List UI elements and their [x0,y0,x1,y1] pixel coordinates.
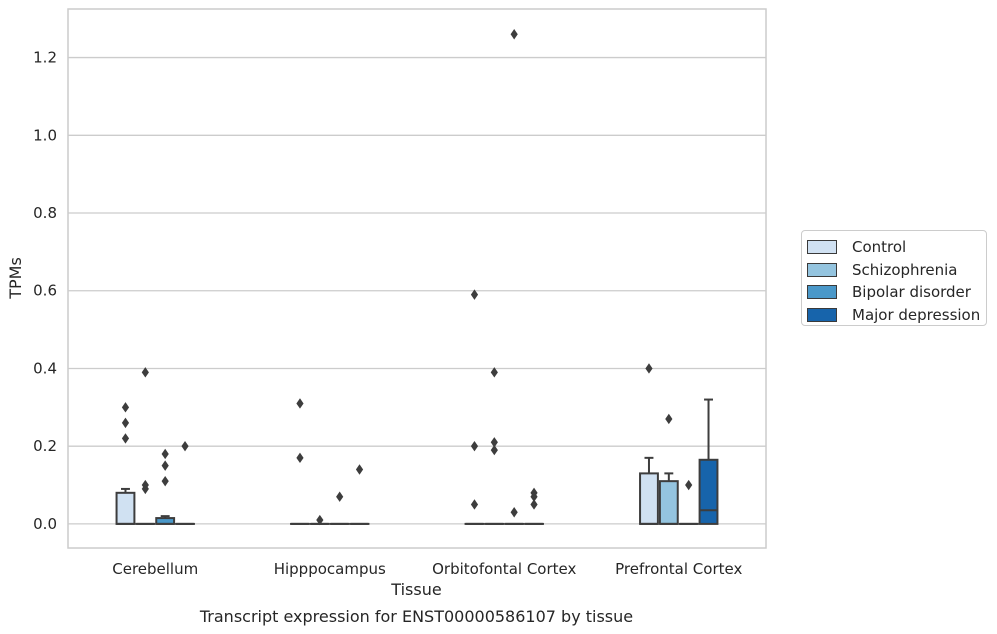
outlier-point-bipolar-disorder [161,475,169,487]
outlier-point-control [121,402,130,413]
outlier-point-bipolar-disorder [336,491,344,502]
outlier-point-bipolar-disorder [685,479,693,491]
x-tick-label: Prefrontal Cortex [615,560,742,578]
outlier-point-schizophrenia [141,483,149,495]
outlier-point-control [470,499,479,510]
y-tick-label: 0.4 [33,359,57,377]
box-body-major-depression [698,458,719,525]
outlier-point-control [470,440,479,452]
y-tick-label: 0.6 [33,282,57,300]
box-control [115,487,136,525]
box-body-schizophrenia [658,480,679,525]
outlier-point-control [121,417,130,429]
outlier-point-schizophrenia [316,514,324,526]
legend-label-control: Control [852,238,907,257]
y-tick-label: 0.8 [33,204,57,222]
outlier-point-bipolar-disorder [510,29,518,40]
outlier-point-major-depression [530,499,538,510]
box-body-control [115,491,136,525]
outlier-point-control [645,363,653,374]
outlier-point-schizophrenia [665,413,673,425]
x-tick-label: Orbitofontal Cortex [432,560,576,578]
outlier-point-major-depression [181,440,189,452]
x-axis-label: Tissue [390,580,441,599]
outlier-point-major-depression [355,464,364,475]
outlier-point-schizophrenia [490,367,498,378]
box-control [639,456,659,525]
chart-title: Transcript expression for ENST0000058610… [199,607,633,626]
box-body-control [639,472,659,525]
outlier-point-schizophrenia [490,444,498,456]
legend-label-schizophrenia: Schizophrenia [852,260,958,279]
outlier-point-schizophrenia [490,437,498,448]
y-tick-label: 0.2 [33,437,57,455]
legend-swatch-control [807,240,837,255]
box-schizophrenia [658,472,679,525]
outlier-point-control [121,433,130,444]
outlier-point-control [296,398,304,409]
legend-item-bipolar-disorder: Bipolar disorder [807,281,986,304]
legend-item-schizophrenia: Schizophrenia [807,259,986,282]
plot-area [67,8,767,549]
legend-item-major-depression: Major depression [807,304,986,327]
legend-label-major-depression: Major depression [852,305,981,324]
legend-item-control: Control [807,236,986,259]
y-tick-label: 1.0 [33,126,57,144]
outlier-point-major-depression [530,491,538,502]
legend: Control Schizophrenia Bipolar disorder M… [801,230,987,326]
y-tick-label: 0.0 [33,515,57,533]
outlier-point-schizophrenia [141,367,149,378]
box-bipolar-disorder [155,515,176,525]
x-tick-label: Hipppocampus [274,560,386,578]
box-major-depression [698,398,719,525]
outlier-point-control [470,289,479,300]
legend-label-bipolar-disorder: Bipolar disorder [852,283,971,302]
legend-swatch-major-depression [807,307,837,322]
y-axis-label: TPMs [6,257,25,300]
legend-swatch-bipolar-disorder [807,285,837,300]
outlier-point-bipolar-disorder [510,507,518,518]
legend-swatch-schizophrenia [807,262,837,277]
outlier-point-bipolar-disorder [161,448,169,460]
outlier-point-control [296,452,304,464]
outlier-point-bipolar-disorder [161,460,169,471]
y-tick-label: 1.2 [33,49,57,67]
x-tick-label: Cerebellum [112,560,198,578]
